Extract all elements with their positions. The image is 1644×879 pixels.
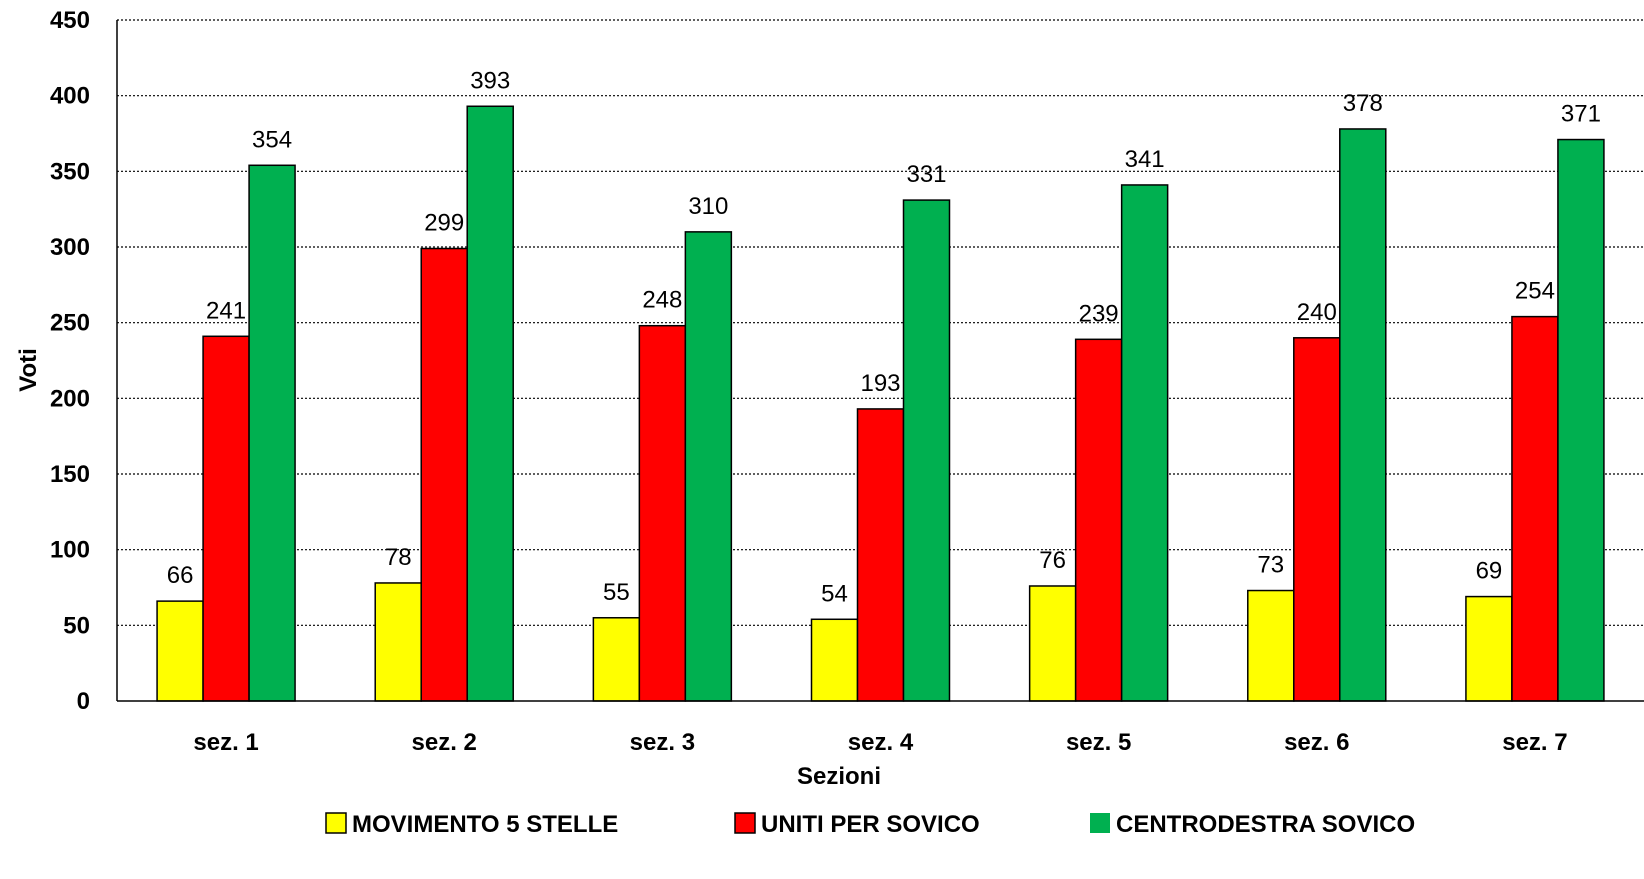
bar	[1339, 128, 1387, 702]
legend-label: UNITI PER SOVICO	[761, 811, 980, 838]
data-label: 54	[821, 580, 848, 607]
bar	[248, 164, 296, 702]
data-label: 76	[1039, 547, 1066, 574]
axes	[116, 20, 1644, 702]
bar	[810, 618, 859, 702]
data-label: 371	[1561, 101, 1601, 128]
bar	[202, 335, 250, 702]
bar	[1247, 589, 1295, 702]
data-label: 299	[424, 210, 464, 237]
bar	[374, 582, 422, 702]
data-label: 55	[603, 579, 630, 606]
y-tick-label: 200	[50, 385, 90, 412]
y-tick-label: 450	[50, 7, 90, 34]
x-tick-label: sez. 2	[412, 729, 477, 756]
x-tick-label: sez. 5	[1066, 729, 1131, 756]
x-tick-label: sez. 7	[1502, 729, 1567, 756]
x-axis-title: Sezioni	[797, 763, 881, 790]
bar	[1557, 138, 1605, 702]
data-label: 310	[688, 193, 728, 220]
legend-swatch	[734, 812, 756, 834]
y-axis-ticks: 0 50 100 150 200 250 300 350 400 450	[50, 7, 90, 715]
bar	[856, 408, 905, 702]
data-label: 393	[470, 67, 510, 94]
bars	[156, 105, 1605, 702]
y-axis-title: Voti	[15, 348, 42, 392]
data-label: 354	[252, 126, 292, 153]
bar	[466, 105, 514, 702]
legend-label: CENTRODESTRA SOVICO	[1116, 811, 1415, 838]
x-tick-label: sez. 6	[1284, 729, 1349, 756]
bar	[1120, 184, 1169, 702]
data-label: 193	[860, 370, 900, 397]
data-label: 240	[1297, 299, 1337, 326]
y-tick-label: 300	[50, 234, 90, 261]
legend-swatch	[325, 812, 347, 834]
gridlines	[117, 19, 1644, 626]
data-label: 248	[642, 287, 682, 314]
data-label: 239	[1079, 300, 1119, 327]
y-tick-label: 400	[50, 83, 90, 110]
data-label: 241	[206, 297, 246, 324]
bar	[1293, 337, 1341, 702]
data-labels: 66 241 354 78 299 393 55 248 310 54 193 331 76 239 341…	[167, 67, 1601, 607]
x-tick-label: sez. 1	[193, 729, 258, 756]
data-label: 78	[385, 544, 412, 571]
legend-label: MOVIMENTO 5 STELLE	[352, 811, 618, 838]
bar	[1465, 595, 1513, 702]
bar	[638, 324, 687, 702]
bar	[902, 199, 951, 702]
bar	[1511, 315, 1559, 702]
bar	[1028, 585, 1077, 702]
bar	[1074, 338, 1123, 702]
data-label: 378	[1343, 90, 1383, 117]
data-label: 66	[167, 562, 194, 589]
data-label: 254	[1515, 278, 1555, 305]
y-tick-label: 150	[50, 461, 90, 488]
y-tick-label: 350	[50, 158, 90, 185]
bar	[420, 247, 468, 702]
legend: MOVIMENTO 5 STELLE UNITI PER SOVICO CENTRO…	[325, 811, 1415, 838]
x-tick-label: sez. 4	[848, 729, 914, 756]
data-label: 69	[1476, 558, 1503, 585]
data-label: 341	[1125, 146, 1165, 173]
y-tick-label: 250	[50, 310, 90, 337]
data-label: 331	[906, 161, 946, 188]
bar	[684, 231, 733, 702]
data-label: 73	[1257, 552, 1284, 579]
x-tick-label: sez. 3	[630, 729, 695, 756]
y-tick-label: 100	[50, 537, 90, 564]
y-tick-label: 50	[63, 612, 90, 639]
bar	[592, 617, 641, 702]
y-tick-label: 0	[77, 688, 90, 715]
bar	[156, 600, 204, 702]
x-axis-ticks: sez. 1 sez. 2 sez. 3 sez. 4 sez. 5 sez. 6 sez.…	[193, 729, 1567, 756]
legend-swatch	[1090, 813, 1110, 833]
